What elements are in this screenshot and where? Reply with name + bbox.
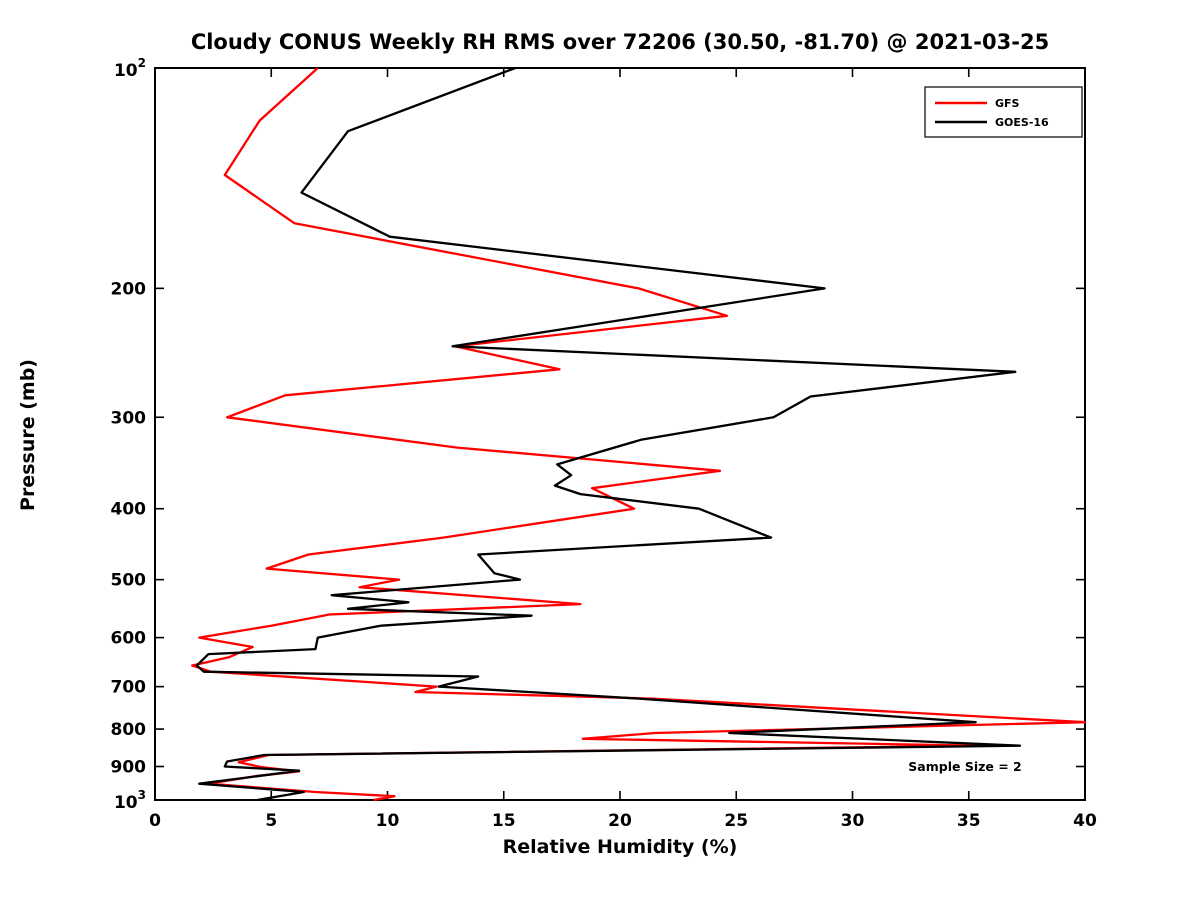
y-tick-label: 200 bbox=[111, 279, 147, 299]
x-tick-label: 35 bbox=[957, 811, 981, 831]
chart-title: Cloudy CONUS Weekly RH RMS over 72206 (3… bbox=[190, 30, 1050, 54]
x-tick-label: 25 bbox=[724, 811, 748, 831]
y-tick-label: 400 bbox=[111, 500, 147, 520]
series-line-gfs bbox=[191, 67, 1086, 801]
y-tick-label: 900 bbox=[111, 758, 147, 778]
x-axis-label: Relative Humidity (%) bbox=[502, 836, 738, 858]
y-tick-label: 600 bbox=[111, 629, 147, 649]
y-tick-label: 102 bbox=[114, 56, 146, 81]
y-tick-label: 300 bbox=[111, 408, 147, 428]
x-tick-label: 5 bbox=[265, 811, 277, 831]
legend-box bbox=[924, 86, 1083, 138]
legend-label-goes-16: GOES-16 bbox=[995, 116, 1049, 129]
x-tick-label: 40 bbox=[1073, 811, 1097, 831]
y-tick-label: 500 bbox=[111, 571, 147, 591]
x-tick-label: 10 bbox=[376, 811, 400, 831]
y-tick-label: 103 bbox=[114, 788, 146, 813]
x-tick-label: 20 bbox=[608, 811, 632, 831]
legend-label-gfs: GFS bbox=[995, 97, 1020, 110]
y-tick-label: 700 bbox=[111, 678, 147, 698]
series-line-goes-16 bbox=[195, 67, 1022, 801]
y-tick-label: 800 bbox=[111, 720, 147, 740]
x-tick-label: 15 bbox=[492, 811, 516, 831]
sample-size-annotation: Sample Size = 2 bbox=[908, 759, 1021, 774]
plot-box bbox=[154, 67, 1086, 801]
x-tick-label: 0 bbox=[149, 811, 161, 831]
x-tick-label: 30 bbox=[841, 811, 865, 831]
